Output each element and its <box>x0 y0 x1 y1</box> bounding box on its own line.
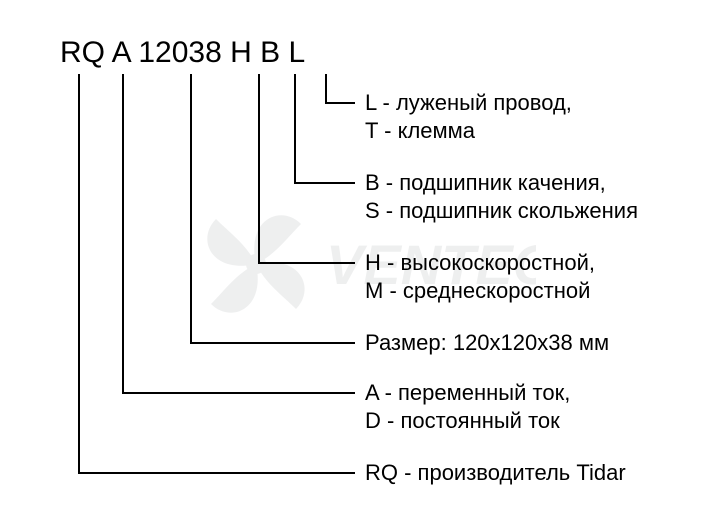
leader-horizontal-l <box>325 102 355 104</box>
desc-b: B - подшипник качения, S - подшипник ско… <box>365 169 638 224</box>
leader-horizontal-a <box>122 392 355 394</box>
leader-horizontal-h <box>258 262 355 264</box>
desc-h: H - высокоскоростной, M - среднескоростн… <box>365 249 595 304</box>
desc-rq: RQ - производитель Tidar <box>365 459 626 487</box>
leader-horizontal-b <box>294 182 355 184</box>
leader-vertical-a <box>122 74 124 392</box>
product-code: RQ A 12038 H B L <box>60 36 305 70</box>
desc-a: A - переменный ток, D - постоянный ток <box>365 379 570 434</box>
leader-horizontal-rq <box>78 472 355 474</box>
leader-vertical-size <box>190 74 192 342</box>
leader-vertical-b <box>294 74 296 182</box>
leader-vertical-rq <box>78 74 80 472</box>
desc-l: L - луженый провод, T - клемма <box>365 89 572 144</box>
desc-size: Размер: 120x120x38 мм <box>365 329 609 357</box>
leader-vertical-h <box>258 74 260 262</box>
leader-horizontal-size <box>190 342 355 344</box>
leader-vertical-l <box>325 74 327 102</box>
